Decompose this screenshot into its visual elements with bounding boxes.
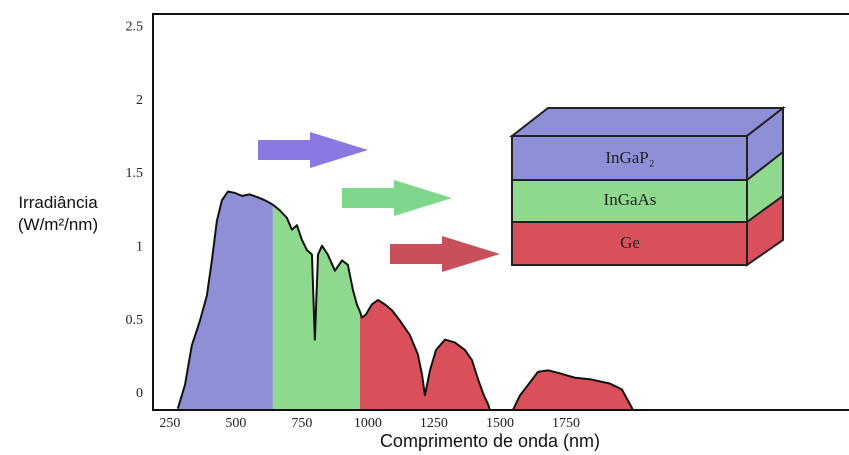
- y-tick-label: 1: [136, 239, 143, 254]
- layer-label: InGaAs: [604, 190, 657, 209]
- y-tick-label: 2.5: [126, 19, 144, 34]
- area-fill: [178, 191, 273, 410]
- cell-stack: [512, 108, 783, 265]
- chart: InGaP₂ InGaAs Ge 250 500 750 1000 1250 1500 17…: [0, 0, 849, 455]
- y-tick-label: 0: [136, 386, 143, 401]
- y-tick-label: 1.5: [126, 166, 144, 181]
- x-tick-label: 250: [159, 416, 180, 431]
- y-tick-label: 0.5: [126, 313, 144, 328]
- stack-top: [512, 108, 783, 136]
- arrow: [258, 132, 368, 168]
- x-tick-label: 1000: [354, 416, 382, 431]
- arrow: [390, 236, 500, 272]
- x-tick-label: 1750: [552, 416, 580, 431]
- layer-label: InGaP₂: [605, 148, 654, 167]
- y-tick-label: 2: [136, 93, 143, 108]
- x-tick-label: 750: [291, 416, 312, 431]
- layer-label: Ge: [620, 233, 640, 252]
- arrow: [342, 180, 452, 216]
- x-axis-label: Comprimento de onda (nm): [300, 431, 680, 452]
- area-fill: [360, 300, 633, 410]
- x-tick-label: 1500: [486, 416, 514, 431]
- page: InGaP₂ InGaAs Ge 250 500 750 1000 1250 1500 17…: [0, 0, 849, 455]
- x-tick-label: 1250: [420, 416, 448, 431]
- x-tick-label: 500: [225, 416, 246, 431]
- y-axis-label: Irradiância (W/m²/nm): [2, 192, 114, 236]
